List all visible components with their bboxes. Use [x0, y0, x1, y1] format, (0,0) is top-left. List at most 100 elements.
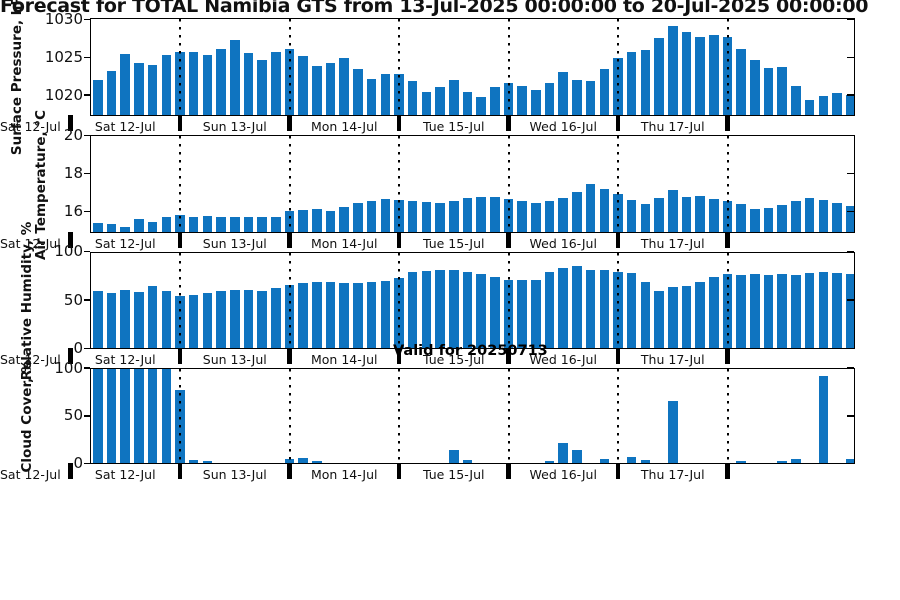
bar	[448, 269, 459, 348]
bar	[791, 86, 801, 115]
bar	[777, 67, 788, 115]
bar	[736, 275, 746, 348]
day-gridline	[726, 252, 729, 348]
day-gridline	[726, 19, 729, 115]
day-tick	[287, 114, 292, 131]
bar	[572, 450, 582, 463]
day-label: Wed 16-Jul	[529, 352, 597, 367]
y-tick-label: 1025	[44, 47, 83, 66]
day-label: Thu 17-Jul	[640, 352, 705, 367]
day-tick	[615, 347, 621, 364]
day-tick	[177, 462, 183, 479]
day-label: Sat 12-Jul	[94, 119, 156, 134]
bar	[202, 54, 213, 115]
bar	[804, 99, 815, 115]
day-label: Tue 15-Jul	[422, 236, 485, 252]
y-tick	[83, 18, 90, 21]
bar	[462, 271, 473, 348]
bar	[271, 52, 281, 115]
day-label: Tue 15-Jul	[422, 352, 485, 367]
chart-area-4	[90, 368, 855, 464]
y-tick-right	[846, 299, 854, 301]
day-gridline	[288, 136, 291, 232]
bar	[298, 457, 308, 463]
bar	[298, 209, 308, 232]
day-tick	[68, 462, 73, 479]
day-label: Tue 15-Jul	[422, 119, 485, 134]
chart-area-3	[90, 251, 855, 349]
bar	[517, 85, 527, 115]
day-tick	[396, 347, 402, 364]
day-label-left-edge: Sat 12-Jul	[0, 352, 61, 367]
valid-for-annotation: Valid for 20250713	[393, 343, 548, 359]
bar	[845, 458, 854, 463]
bar	[93, 80, 103, 115]
bar	[626, 456, 637, 463]
bar	[134, 62, 144, 115]
bar	[380, 73, 391, 115]
bar	[147, 64, 158, 115]
ylabel-surface-pressure: Surface Pressure, hPa	[9, 0, 25, 155]
day-tick	[177, 231, 183, 249]
day-tick	[725, 462, 730, 479]
day-tick	[506, 347, 511, 364]
bar	[709, 34, 719, 115]
bar	[312, 460, 322, 463]
bar	[243, 289, 254, 348]
bar	[161, 55, 172, 115]
bar	[517, 200, 527, 232]
bar	[161, 216, 172, 232]
bar	[147, 369, 158, 463]
bar	[106, 70, 117, 115]
y-tick-right	[846, 134, 854, 137]
bar	[640, 204, 651, 232]
bar	[421, 270, 432, 348]
bar	[216, 49, 226, 115]
y-tick-right	[846, 250, 854, 253]
y-tick	[83, 299, 90, 301]
bar	[544, 272, 555, 348]
day-tick	[506, 462, 511, 479]
bar	[147, 222, 158, 232]
day-label: Sat 12-Jul	[94, 467, 156, 482]
bar	[476, 196, 486, 232]
bar	[421, 201, 432, 232]
bar	[585, 183, 596, 232]
bar	[229, 40, 240, 115]
bar	[188, 459, 199, 463]
bar	[572, 265, 582, 348]
bar	[777, 460, 788, 463]
day-label: Mon 14-Jul	[310, 236, 378, 252]
y-tick	[83, 462, 90, 465]
bar	[791, 275, 801, 348]
bar	[558, 197, 569, 232]
y-tick	[83, 414, 90, 417]
bar	[544, 460, 555, 463]
y-tick-label: 50	[63, 406, 83, 425]
y-tick-label: 1020	[44, 85, 83, 104]
day-tick	[177, 347, 183, 364]
bar	[339, 57, 350, 115]
day-gridline	[507, 369, 510, 463]
day-gridline	[179, 252, 181, 348]
bar	[271, 287, 281, 348]
day-tick	[68, 231, 73, 249]
bar	[161, 369, 172, 463]
bar	[832, 273, 842, 348]
chart-area-2	[90, 135, 855, 233]
bar	[845, 274, 854, 348]
chart-area-1	[90, 18, 855, 116]
bar	[681, 196, 692, 232]
y-tick-right	[846, 462, 854, 465]
day-tick	[68, 347, 73, 364]
y-tick-label: 100	[54, 242, 83, 260]
bar	[106, 293, 117, 348]
bar	[325, 210, 336, 232]
bar	[490, 196, 500, 232]
bar	[654, 37, 664, 115]
bar	[736, 460, 746, 463]
day-label: Thu 17-Jul	[640, 119, 705, 134]
day-label: Wed 16-Jul	[529, 467, 597, 482]
bar	[339, 282, 350, 348]
day-gridline	[726, 369, 729, 463]
